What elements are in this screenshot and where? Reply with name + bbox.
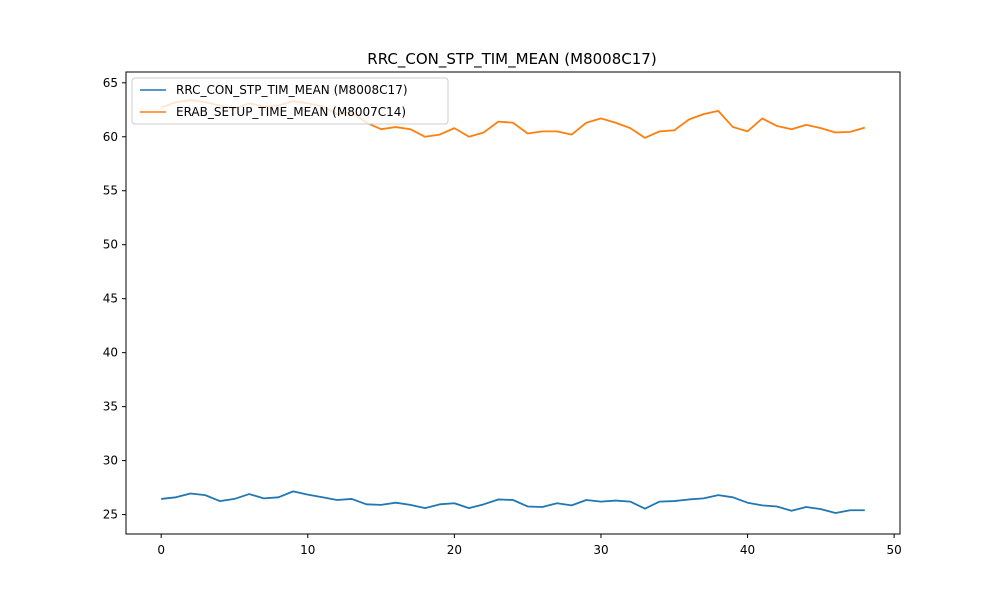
y-tick-label: 55 xyxy=(103,184,118,198)
plot-area-frame xyxy=(125,71,901,535)
chart-title: RRC_CON_STP_TIM_MEAN (M8008C17) xyxy=(367,50,656,69)
legend-label-rrc: RRC_CON_STP_TIM_MEAN (M8008C17) xyxy=(176,83,408,97)
series-line-0 xyxy=(161,490,865,514)
y-tick-label: 50 xyxy=(103,238,118,252)
series-lines xyxy=(160,99,866,514)
y-tick-label: 65 xyxy=(103,76,118,90)
legend: RRC_CON_STP_TIM_MEAN (M8008C17) ERAB_SET… xyxy=(131,77,449,125)
x-axis: 0 10 20 30 40 50 xyxy=(157,534,902,557)
x-tick-label: 10 xyxy=(300,543,315,557)
x-tick-label: 0 xyxy=(157,543,165,557)
legend-box xyxy=(131,77,449,125)
x-tick-label: 20 xyxy=(447,543,462,557)
y-axis: 25 30 35 40 45 50 55 60 65 xyxy=(103,76,126,522)
y-tick-label: 40 xyxy=(103,346,118,360)
y-tick-label: 60 xyxy=(103,130,118,144)
x-tick-label: 40 xyxy=(740,543,755,557)
y-tick-label: 25 xyxy=(103,508,118,522)
y-tick-label: 30 xyxy=(103,454,118,468)
legend-label-erab: ERAB_SETUP_TIME_MEAN (M8007C14) xyxy=(176,105,406,119)
y-tick-label: 35 xyxy=(103,400,118,414)
y-tick-label: 45 xyxy=(103,292,118,306)
x-tick-label: 50 xyxy=(886,543,901,557)
x-tick-label: 30 xyxy=(593,543,608,557)
